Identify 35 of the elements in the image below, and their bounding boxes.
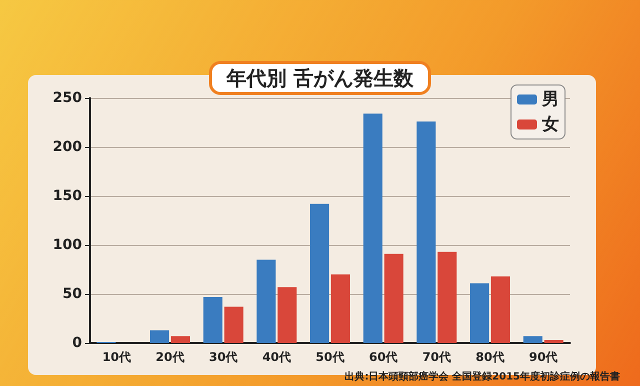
bar — [170, 336, 190, 343]
x-tick-label: 30代 — [208, 350, 238, 364]
x-tick-label: 50代 — [316, 350, 344, 364]
bar — [523, 336, 542, 343]
legend-label: 女 — [541, 114, 559, 134]
x-tick-label: 90代 — [528, 350, 558, 364]
bar — [150, 330, 170, 343]
y-tick-label: 150 — [52, 188, 82, 204]
x-tick-label: 20代 — [156, 350, 184, 364]
legend-label: 男 — [541, 90, 559, 110]
bar — [203, 296, 222, 343]
bar — [278, 287, 297, 343]
bar — [224, 306, 244, 343]
x-tick-label: 60代 — [368, 350, 398, 364]
bar — [330, 274, 350, 343]
bar — [310, 204, 330, 343]
y-tick-label: 50 — [62, 286, 82, 302]
source-note: 出典:日本頭頸部癌学会 全国登録2015年度初診症例の報告書 — [344, 370, 620, 382]
bar — [363, 114, 382, 343]
y-tick-label: 0 — [72, 335, 82, 351]
bar — [438, 252, 457, 343]
x-tick-label: 80代 — [476, 350, 504, 364]
bar — [544, 340, 564, 343]
x-tick-label: 10代 — [102, 350, 132, 364]
bar — [256, 260, 276, 343]
x-tick-label: 70代 — [422, 350, 452, 364]
bar — [470, 283, 490, 343]
x-tick-label: 40代 — [262, 350, 292, 364]
bar — [384, 254, 404, 343]
bar — [416, 122, 436, 343]
bar — [490, 276, 510, 343]
y-tick-label: 250 — [52, 90, 82, 106]
chart-title: 年代別 舌がん発生数 — [226, 66, 414, 90]
y-tick-label: 100 — [52, 237, 82, 253]
y-tick-label: 200 — [52, 139, 82, 155]
